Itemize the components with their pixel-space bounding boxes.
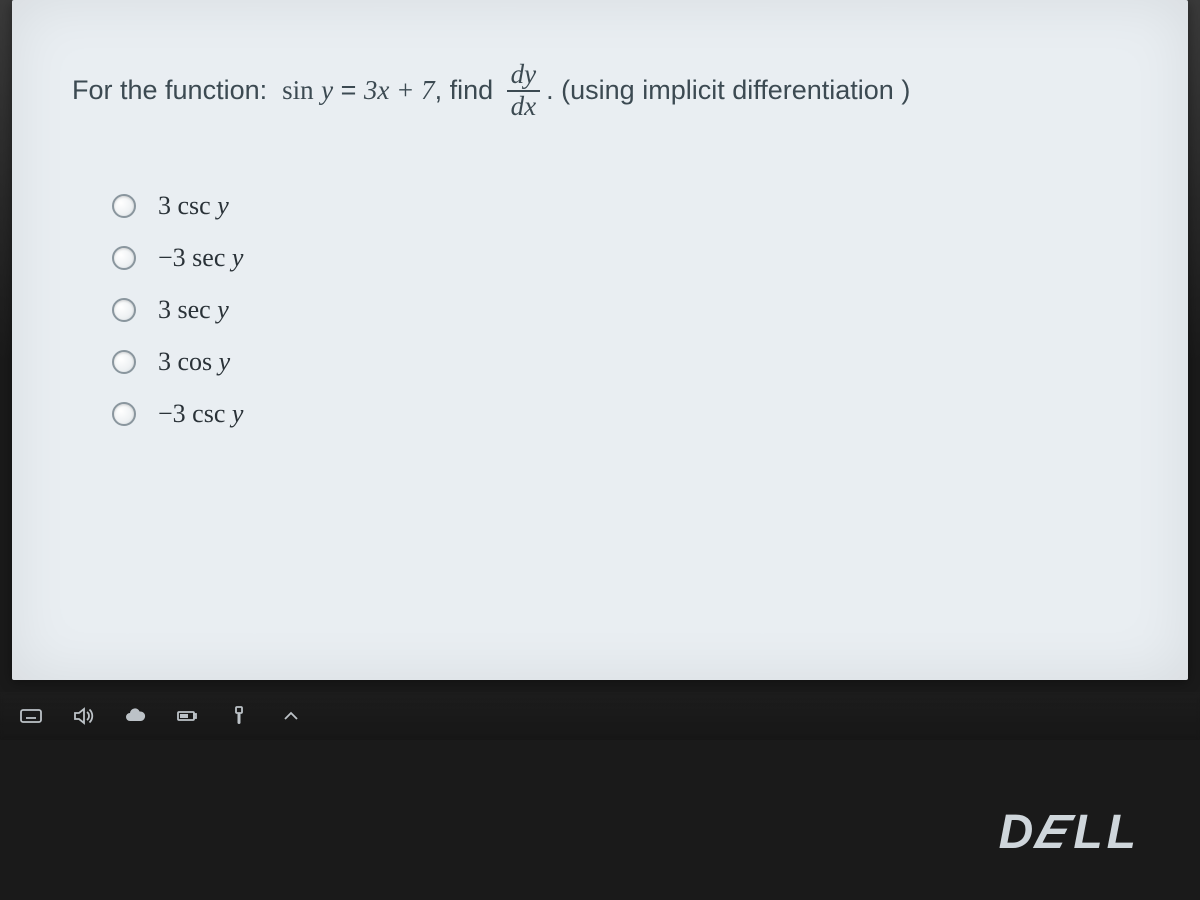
taskbar [0, 692, 1200, 740]
question-mid: , find [435, 69, 501, 112]
keyboard-icon[interactable] [18, 703, 44, 729]
options-list: 3 csc y −3 sec y 3 sec y 3 cos y −3 csc y [112, 191, 1128, 429]
option-4[interactable]: 3 cos y [112, 347, 1128, 377]
radio-button[interactable] [112, 246, 136, 270]
expr-sin: sin [282, 69, 314, 112]
radio-button[interactable] [112, 350, 136, 374]
option-2[interactable]: −3 sec y [112, 243, 1128, 273]
radio-button[interactable] [112, 298, 136, 322]
screen: For the function: sin y = 3x + 7 , find … [0, 0, 1200, 900]
chevron-up-icon[interactable] [278, 703, 304, 729]
fraction-dy-dx: dy dx [507, 60, 540, 121]
option-label: 3 csc y [158, 191, 229, 221]
radio-button[interactable] [112, 402, 136, 426]
question-text: For the function: sin y = 3x + 7 , find … [72, 60, 1128, 121]
option-label: −3 csc y [158, 399, 243, 429]
usb-icon[interactable] [226, 703, 252, 729]
option-3[interactable]: 3 sec y [112, 295, 1128, 325]
radio-button[interactable] [112, 194, 136, 218]
battery-icon[interactable] [174, 703, 200, 729]
expr-y: y [321, 69, 333, 112]
speaker-icon[interactable] [70, 703, 96, 729]
question-suffix: . (using implicit differentiation ) [546, 69, 910, 112]
option-label: 3 sec y [158, 295, 229, 325]
dell-logo: DELL [999, 805, 1140, 860]
option-label: −3 sec y [158, 243, 243, 273]
question-prefix: For the function: [72, 69, 282, 112]
option-label: 3 cos y [158, 347, 230, 377]
quiz-panel: For the function: sin y = 3x + 7 , find … [12, 0, 1188, 680]
expr-eq: = [333, 69, 364, 112]
option-1[interactable]: 3 csc y [112, 191, 1128, 221]
option-5[interactable]: −3 csc y [112, 399, 1128, 429]
cloud-icon[interactable] [122, 703, 148, 729]
expr-rhs: 3x + 7 [364, 69, 435, 112]
